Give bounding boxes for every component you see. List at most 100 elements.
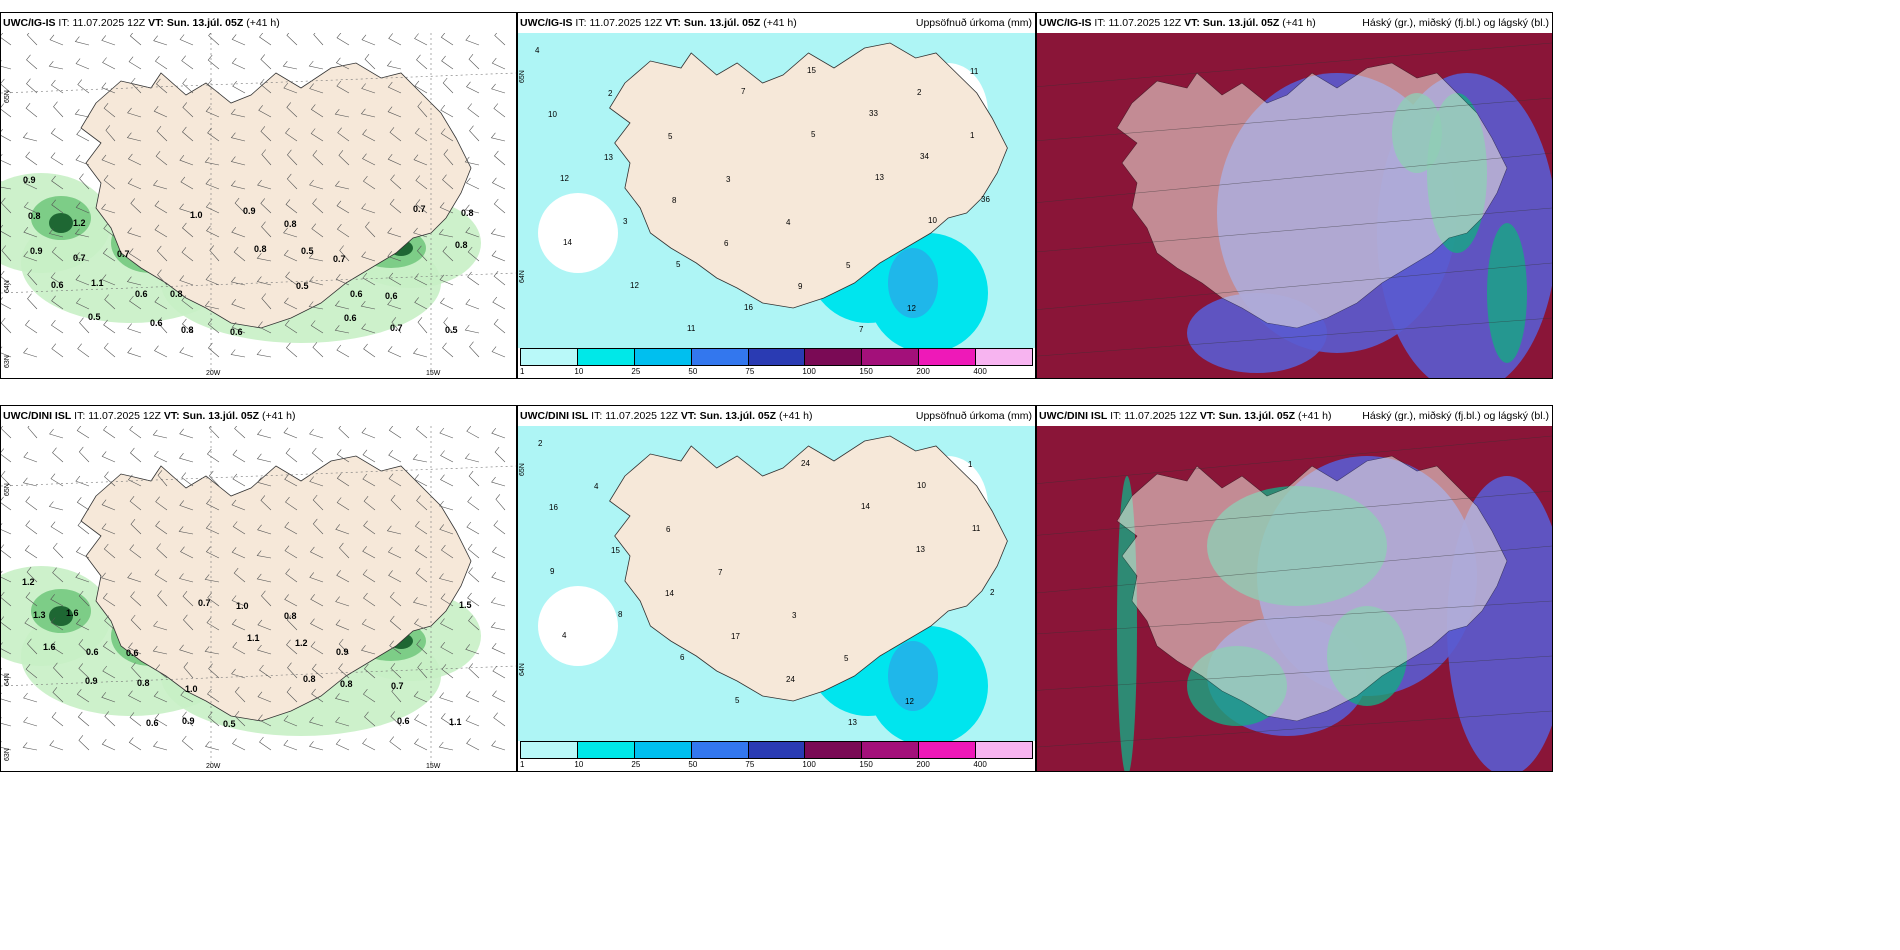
panel-header: UWC/DINI ISL IT: 11.07.2025 12Z VT: Sun.… (1, 406, 516, 426)
it-value: 11.07.2025 12Z (1108, 17, 1182, 29)
wind-barb (181, 247, 194, 262)
wind-barb (309, 179, 324, 190)
wind-barb (23, 201, 38, 214)
wind-barb (1, 717, 12, 727)
precip-value: 12 (907, 304, 916, 313)
wind-barb (337, 127, 350, 142)
wind-barb (24, 617, 38, 631)
gust-value: 0.9 (23, 175, 36, 185)
wind-barb (283, 227, 298, 238)
wind-barb (75, 618, 90, 631)
wind-barb (469, 125, 480, 142)
gust-value: 0.9 (85, 676, 98, 686)
wind-barb (467, 543, 480, 559)
wind-barb (75, 297, 90, 310)
wind-barb (232, 449, 246, 463)
wind-barb (310, 104, 324, 118)
wind-barb (179, 34, 194, 46)
wind-barb (308, 252, 324, 262)
wind-barb (206, 498, 220, 511)
wind-barb (362, 449, 376, 463)
precip-value: 13 (875, 173, 884, 182)
panel-bottom-middle: UWC/DINI ISL IT: 11.07.2025 12Z VT: Sun.… (517, 405, 1036, 772)
cloud-cover-map (1037, 426, 1552, 771)
wind-barb (361, 251, 376, 262)
wind-barb (439, 692, 454, 703)
wind-barb (153, 620, 168, 631)
wind-barb (75, 546, 90, 559)
wind-barb (285, 568, 298, 583)
wind-barb (155, 664, 168, 679)
wind-barb (204, 157, 220, 166)
precip-value: 2 (990, 588, 995, 597)
precip-colorbar: 1 10 25 50 75 100 150 200 400 (520, 348, 1033, 376)
wind-barb (152, 429, 168, 439)
gust-value: 0.9 (243, 206, 256, 216)
wind-barb (388, 570, 402, 583)
wind-barb (468, 615, 480, 631)
wind-barb (339, 542, 350, 559)
gust-value: 0.6 (350, 289, 363, 299)
wind-barb (48, 61, 64, 70)
wind-barb (230, 180, 246, 190)
wind-barb (75, 572, 90, 583)
it-value: 11.07.2025 12Z (605, 410, 678, 422)
wind-barb (491, 250, 506, 262)
wind-barb (338, 150, 350, 166)
precip-value: 24 (801, 459, 810, 468)
wind-barb (491, 546, 506, 559)
gust-value: 0.6 (385, 291, 398, 301)
wind-barb (414, 545, 428, 559)
grid-line (1, 665, 516, 687)
wind-barb (338, 426, 350, 439)
wind-barb (207, 342, 220, 358)
precip-value: 10 (917, 481, 926, 490)
gust-value: 0.5 (301, 246, 314, 256)
wind-barb (50, 641, 64, 655)
wind-barb (334, 325, 350, 334)
wind-barb (465, 177, 480, 190)
gust-value: 0.8 (137, 678, 150, 688)
wind-barb (181, 472, 194, 487)
wind-barb (286, 614, 298, 631)
panel-header: UWC/IG-IS IT: 11.07.2025 12Z VT: Sun. 13… (518, 13, 1035, 33)
wind-barb (468, 470, 480, 487)
vt-label: VT: (665, 17, 681, 29)
wind-barb (388, 473, 402, 487)
wind-barb (156, 245, 168, 262)
grid-line (1037, 42, 1552, 87)
wind-barb (179, 500, 194, 511)
wind-barb (126, 276, 142, 286)
wind-barb (206, 448, 220, 463)
wind-barb (283, 427, 298, 439)
wind-barb (390, 174, 402, 190)
gust-value: 1.1 (247, 633, 260, 643)
precip-value: 8 (618, 610, 623, 619)
wind-barb (282, 61, 298, 70)
wind-barb (1, 496, 12, 511)
wind-barb (1, 544, 12, 559)
precip-value: 33 (869, 109, 878, 118)
wind-barb (1, 154, 12, 166)
lat-label: 64N (4, 280, 11, 293)
wind-barb (414, 33, 428, 46)
lon-label: 15W (426, 763, 441, 770)
wind-barb (205, 274, 220, 286)
wind-barb (440, 474, 454, 487)
wind-barb (336, 497, 350, 511)
wind-barb (312, 342, 324, 358)
gust-value: 0.6 (344, 313, 357, 323)
wind-barb (491, 476, 506, 487)
precip-area (538, 586, 618, 666)
wind-barb (287, 662, 298, 679)
it-label: IT: (1110, 410, 1122, 422)
wind-barb (129, 712, 142, 727)
wind-barb (259, 33, 272, 46)
wind-barb (286, 639, 298, 655)
wind-barb (414, 297, 428, 310)
wind-barb (129, 447, 142, 463)
colorbar-swatch (691, 349, 749, 365)
wind-barb (50, 521, 64, 535)
wind-barb (204, 646, 220, 655)
wind-barb (206, 617, 220, 631)
